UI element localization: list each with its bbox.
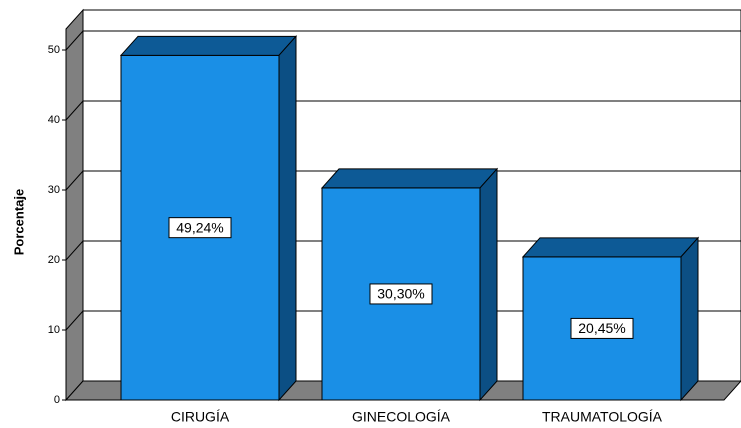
y-tick-label: 10 <box>48 324 60 336</box>
grid-line <box>65 170 84 191</box>
x-tick-label: TRAUMATOLOGÍA <box>542 409 663 425</box>
y-axis-label: Porcentaje <box>11 189 26 255</box>
grid-line <box>65 240 84 261</box>
grid-line <box>65 100 84 121</box>
y-tick-label: 40 <box>48 114 60 126</box>
bar-side <box>479 167 498 402</box>
x-tick-label: CIRUGÍA <box>171 409 230 425</box>
y-tick-label: 50 <box>48 44 60 56</box>
value-label: 30,30% <box>377 286 424 302</box>
value-label-box <box>570 317 634 339</box>
side-wall <box>65 8 84 402</box>
bar-top <box>119 35 298 56</box>
grid-line <box>65 310 84 331</box>
y-tick-label: 20 <box>48 254 60 266</box>
bar-side <box>278 35 297 402</box>
value-label: 49,24% <box>176 219 223 235</box>
value-label: 20,45% <box>578 320 625 336</box>
bar-top <box>521 237 700 258</box>
value-label-box <box>168 217 232 239</box>
value-label-box <box>369 283 433 305</box>
y-tick-label: 0 <box>54 394 60 406</box>
y-tick-label: 30 <box>48 184 60 196</box>
bar-top <box>320 168 499 189</box>
bar-side <box>680 236 699 402</box>
x-tick-label: GINECOLOGÍA <box>352 409 451 425</box>
grid-line <box>65 30 84 51</box>
